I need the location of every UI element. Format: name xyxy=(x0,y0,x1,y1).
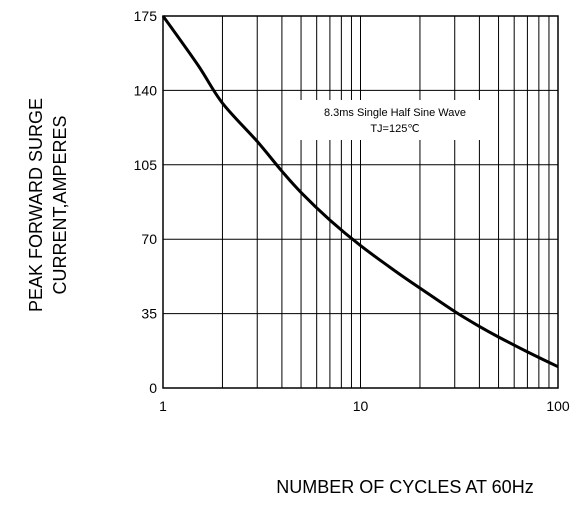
y-tick-label: 140 xyxy=(134,82,158,98)
x-tick-label: 10 xyxy=(353,398,369,414)
annotation-box xyxy=(294,100,496,140)
x-tick-label: 100 xyxy=(546,398,570,414)
x-tick-labels: 1 10 100 xyxy=(159,398,570,414)
y-tick-labels: 0 35 70 105 140 175 xyxy=(134,8,158,396)
annotation-waveform: 8.3ms Single Half Sine Wave xyxy=(324,107,466,119)
y-tick-label: 70 xyxy=(141,231,157,247)
x-tick-label: 1 xyxy=(159,398,167,414)
surge-current-curve xyxy=(161,15,559,369)
annotation-junction-temp: TJ=125℃ xyxy=(370,123,419,135)
y-axis-label-line1: PEAK FORWARD SURGE xyxy=(26,98,46,312)
y-tick-label: 105 xyxy=(134,157,158,173)
plot-frame xyxy=(162,15,559,389)
grid-lines xyxy=(163,15,558,389)
y-tick-label: 0 xyxy=(149,380,157,396)
y-tick-label: 35 xyxy=(141,306,157,322)
y-tick-label: 175 xyxy=(134,8,158,24)
x-axis-label: NUMBER OF CYCLES AT 60Hz xyxy=(276,477,533,497)
y-axis-label-line2: CURRENT,AMPERES xyxy=(50,115,70,294)
